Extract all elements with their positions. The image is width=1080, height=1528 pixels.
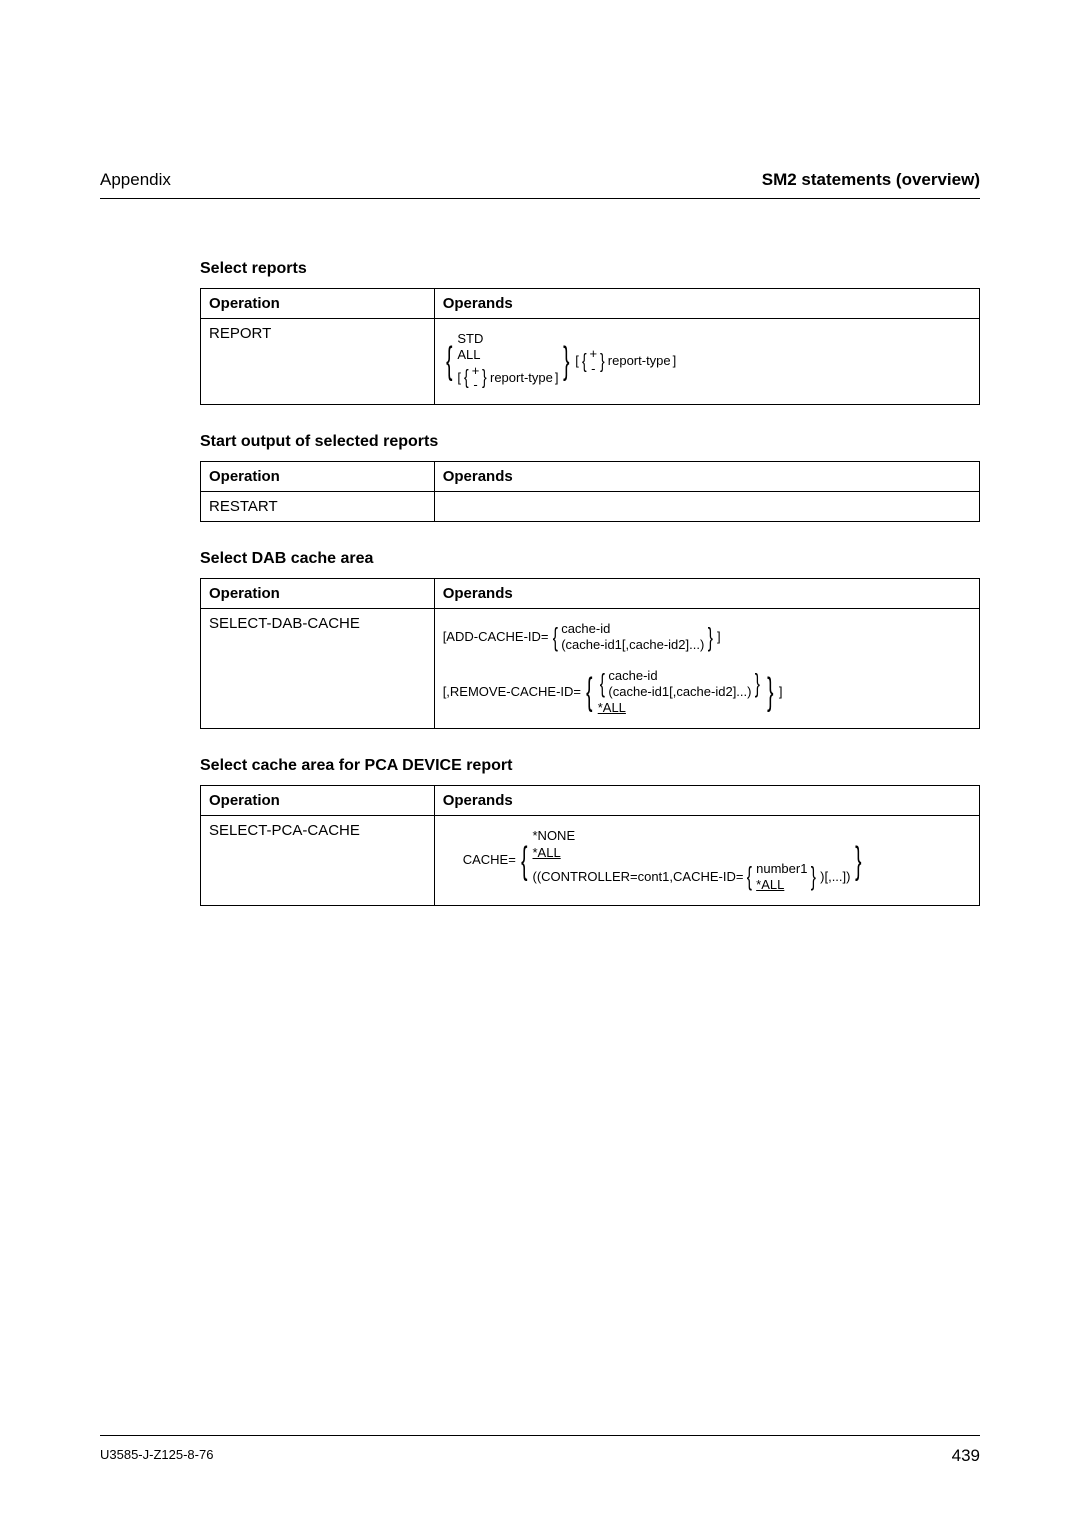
syntax-text: *NONE	[533, 828, 576, 844]
syntax-block: { STD ALL [ { + -	[443, 325, 971, 398]
brace-left-icon: {	[586, 675, 592, 709]
syntax-text: ALL	[457, 347, 480, 363]
pca-cache-table: Operation Operands SELECT-PCA-CACHE CACH…	[200, 785, 980, 906]
col-operands-header: Operands	[434, 462, 979, 492]
report-table: Operation Operands REPORT { STD ALL [	[200, 288, 980, 405]
restart-table: Operation Operands RESTART	[200, 461, 980, 522]
brace-right-icon: }	[767, 675, 773, 709]
header-rule	[100, 198, 980, 199]
syntax-block: CACHE= { *NONE *ALL ((CONTROLLER=cont1,C…	[443, 822, 971, 899]
syntax-text: ]	[673, 353, 677, 370]
brace-left-icon: {	[464, 369, 469, 387]
table-row: SELECT-DAB-CACHE [ADD-CACHE-ID= { cache-…	[201, 609, 980, 729]
table-header-row: Operation Operands	[201, 462, 980, 492]
table-row: REPORT { STD ALL [ {	[201, 319, 980, 405]
col-operation-header: Operation	[201, 289, 435, 319]
operands-cell: [ADD-CACHE-ID= { cache-id (cache-id1[,ca…	[434, 609, 979, 729]
syntax-text: )[,...])	[820, 869, 850, 885]
col-operation-header: Operation	[201, 579, 435, 609]
syntax-text: [ADD-CACHE-ID=	[443, 629, 549, 646]
brace-right-icon: }	[811, 865, 816, 888]
footer-doc-id: U3585-J-Z125-8-76	[100, 1447, 213, 1462]
syntax-text: -	[473, 378, 477, 392]
syntax-text: ((CONTROLLER=cont1,CACHE-ID=	[533, 869, 744, 885]
section-title: Start output of selected reports	[200, 433, 980, 451]
syntax-text: *ALL	[533, 845, 561, 861]
operation-cell: REPORT	[201, 319, 435, 405]
brace-left-icon: {	[521, 844, 527, 878]
syntax-text: cache-id	[608, 668, 657, 684]
footer-page-number: 439	[952, 1446, 980, 1466]
table-header-row: Operation Operands	[201, 579, 980, 609]
operands-cell: CACHE= { *NONE *ALL ((CONTROLLER=cont1,C…	[434, 816, 979, 906]
brace-right-icon: }	[856, 844, 862, 878]
footer-rule	[100, 1435, 980, 1436]
syntax-text: STD	[457, 331, 483, 347]
syntax-text: +	[472, 364, 480, 378]
col-operands-header: Operands	[434, 786, 979, 816]
section-title: Select cache area for PCA DEVICE report	[200, 757, 980, 775]
col-operands-header: Operands	[434, 289, 979, 319]
syntax-text: [	[575, 353, 579, 370]
table-row: SELECT-PCA-CACHE CACHE= { *NONE *ALL ((C…	[201, 816, 980, 906]
section-title: Select reports	[200, 260, 980, 278]
syntax-text: *ALL	[598, 700, 626, 716]
syntax-text: [	[457, 370, 461, 386]
header-left: Appendix	[100, 170, 171, 190]
brace-left-icon: {	[599, 672, 604, 695]
brace-left-icon: {	[552, 626, 557, 649]
content: Select reports Operation Operands REPORT…	[200, 232, 980, 906]
syntax-text: -	[591, 362, 595, 376]
syntax-text: report-type	[608, 353, 671, 370]
page: Appendix SM2 statements (overview) Selec…	[0, 0, 1080, 1528]
operation-cell: SELECT-PCA-CACHE	[201, 816, 435, 906]
syntax-text: number1	[756, 861, 807, 877]
page-header: Appendix SM2 statements (overview)	[100, 170, 980, 190]
table-header-row: Operation Operands	[201, 786, 980, 816]
brace-left-icon: {	[446, 344, 452, 378]
brace-right-icon: }	[708, 626, 713, 649]
dab-cache-table: Operation Operands SELECT-DAB-CACHE [ADD…	[200, 578, 980, 729]
brace-right-icon: }	[755, 672, 760, 695]
table-header-row: Operation Operands	[201, 289, 980, 319]
col-operands-header: Operands	[434, 579, 979, 609]
table-row: RESTART	[201, 492, 980, 522]
operation-cell: SELECT-DAB-CACHE	[201, 609, 435, 729]
syntax-text: CACHE=	[463, 852, 516, 869]
syntax-text: ]	[779, 684, 783, 701]
syntax-text: ]	[555, 370, 559, 386]
section-title: Select DAB cache area	[200, 550, 980, 568]
syntax-text: ]	[717, 629, 721, 646]
col-operation-header: Operation	[201, 462, 435, 492]
brace-right-icon: }	[600, 353, 605, 371]
brace-left-icon: {	[582, 353, 587, 371]
syntax-text: (cache-id1[,cache-id2]...)	[608, 684, 751, 700]
brace-left-icon: {	[747, 865, 752, 888]
brace-right-icon: }	[564, 344, 570, 378]
syntax-text: [,REMOVE-CACHE-ID=	[443, 684, 581, 701]
operands-cell: { STD ALL [ { + -	[434, 319, 979, 405]
syntax-block: [ADD-CACHE-ID= { cache-id (cache-id1[,ca…	[443, 615, 971, 722]
brace-right-icon: }	[482, 369, 487, 387]
header-right: SM2 statements (overview)	[762, 170, 980, 190]
operands-cell	[434, 492, 979, 522]
syntax-text: *ALL	[756, 877, 784, 893]
syntax-text: cache-id	[561, 621, 610, 637]
col-operation-header: Operation	[201, 786, 435, 816]
syntax-text: (cache-id1[,cache-id2]...)	[561, 637, 704, 653]
syntax-text: +	[590, 347, 598, 361]
syntax-text: report-type	[490, 370, 553, 386]
operation-cell: RESTART	[201, 492, 435, 522]
